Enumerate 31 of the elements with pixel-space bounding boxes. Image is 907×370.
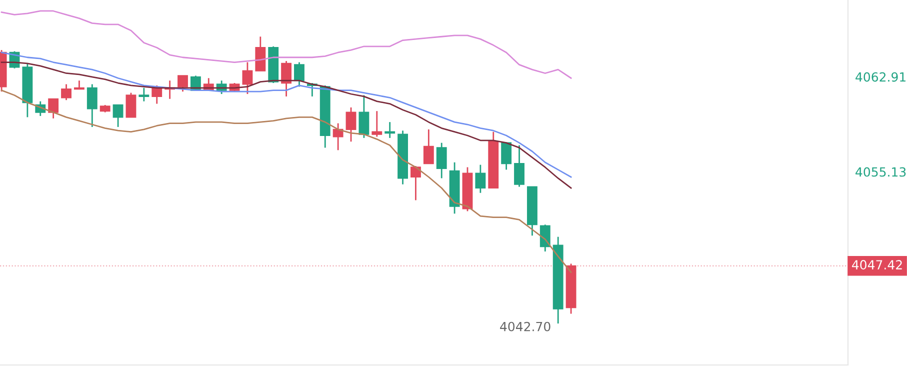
candlestick xyxy=(126,92,136,118)
line-series xyxy=(0,52,572,178)
candlestick xyxy=(294,62,304,88)
candlestick xyxy=(384,121,396,139)
candlestick xyxy=(48,98,59,120)
candlestick xyxy=(372,110,382,138)
candlestick xyxy=(514,144,524,188)
candlestick xyxy=(255,36,266,72)
line-series xyxy=(0,10,572,79)
candlestick xyxy=(152,84,162,104)
candlestick xyxy=(540,224,550,252)
candlestick xyxy=(358,94,370,139)
candlestick xyxy=(86,84,98,128)
line-series xyxy=(0,90,572,273)
ref-line-label: 4047.42 xyxy=(852,260,902,270)
candlestick xyxy=(332,122,344,151)
y-tick-label: 4055.13 xyxy=(856,167,906,177)
y-tick-label: 4062.91 xyxy=(856,72,906,82)
candlestick xyxy=(242,62,253,95)
candlestick xyxy=(346,106,356,142)
candlestick xyxy=(178,74,188,92)
candlestick xyxy=(410,165,421,201)
candlestick xyxy=(138,87,150,102)
annotation: 4042.70 xyxy=(500,322,550,332)
candlestick xyxy=(112,104,124,128)
candlestick xyxy=(281,60,292,98)
candlestick xyxy=(423,128,434,164)
candlestick xyxy=(61,84,72,101)
candlestick xyxy=(475,164,486,194)
candlestick xyxy=(501,142,512,170)
candlestick xyxy=(436,142,447,179)
